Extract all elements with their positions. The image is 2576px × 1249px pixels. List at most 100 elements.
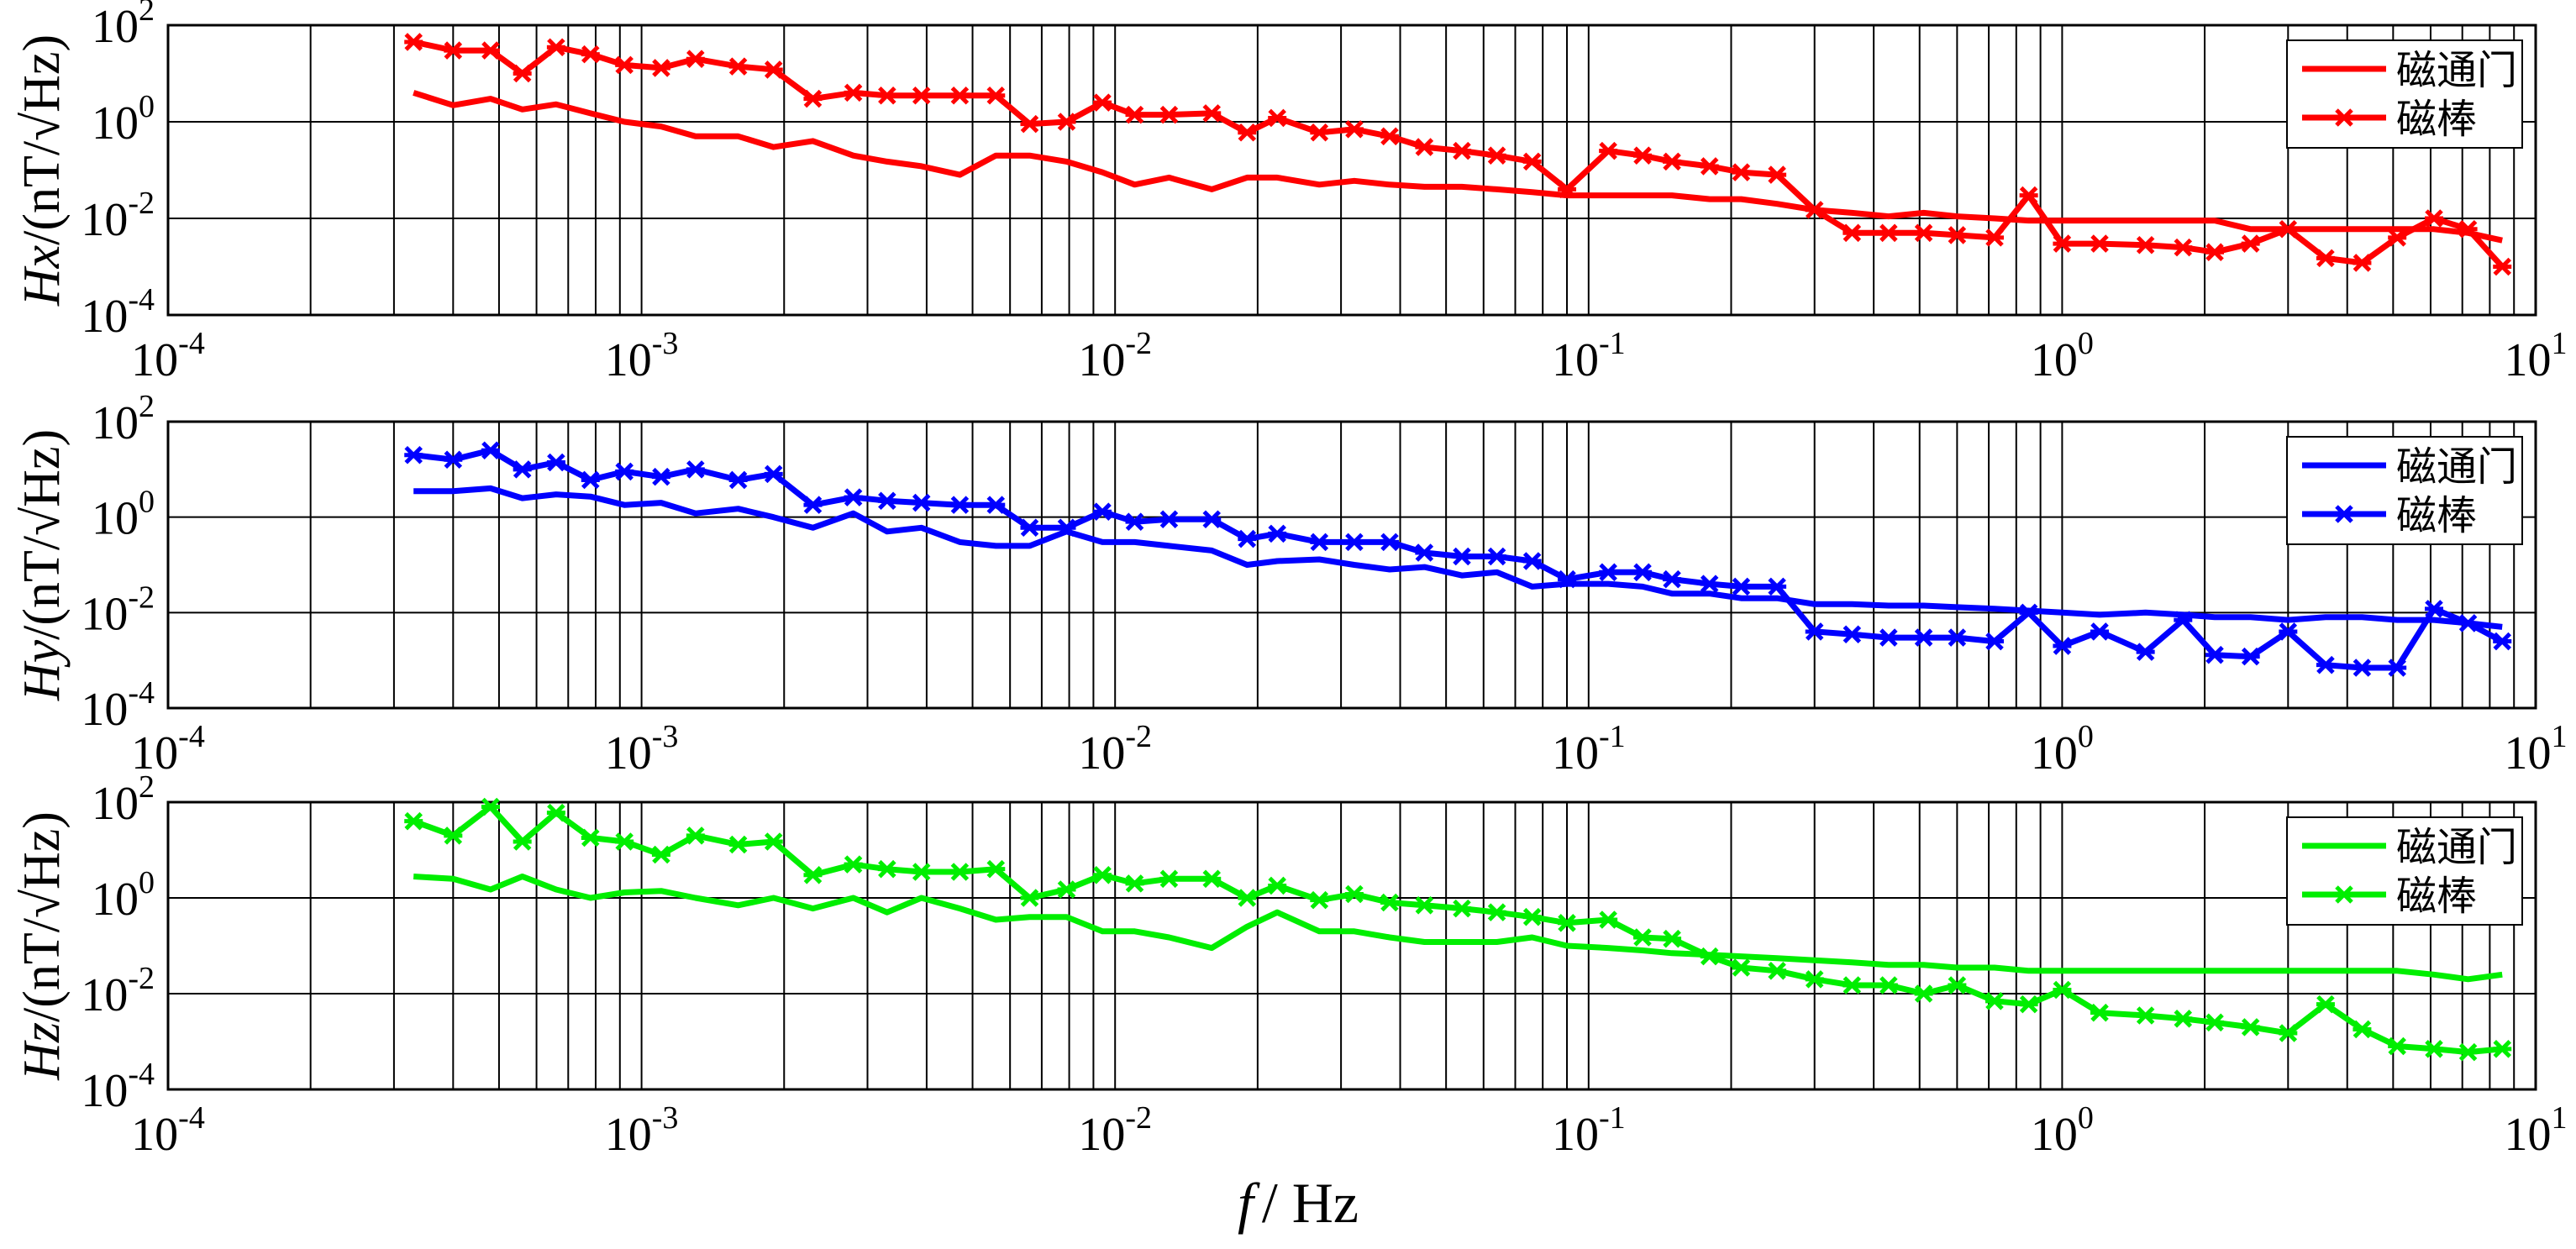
y-tick-base: 10 [92, 1, 139, 53]
y-tick-base: 10 [81, 684, 128, 736]
y-tick-label: 10-2 [81, 961, 155, 1021]
data-point [2458, 1042, 2478, 1062]
data-point [2425, 209, 2444, 228]
y-tick-exp: 2 [139, 0, 155, 28]
y-tick-label: 10-4 [81, 675, 155, 736]
legend-item: 磁通门 [2302, 445, 2517, 490]
y-tick-base: 10 [81, 588, 128, 640]
data-point [481, 441, 500, 459]
panel-hz: 10-4 10-3 10-2 10-1 100 10110-410-2100102Hz/(… [13, 769, 2568, 1161]
data-point [1768, 165, 1787, 184]
data-point [1985, 228, 2004, 247]
x-tick-base: 10 [1078, 334, 1125, 386]
x-tick-label: 100 [2031, 1100, 2094, 1161]
data-point [581, 45, 600, 64]
x-tick-exp: -2 [1125, 326, 1152, 361]
data-point [1985, 632, 2004, 651]
x-tick-base: 10 [131, 727, 178, 779]
data-point [615, 462, 634, 481]
data-point [2090, 622, 2110, 641]
data-point [1948, 226, 1967, 244]
data-point [803, 89, 823, 108]
data-point [1700, 575, 1719, 593]
data-point [1125, 512, 1144, 531]
data-point [1487, 146, 1506, 165]
data-point [1663, 152, 1682, 171]
data-point [444, 41, 463, 60]
data-point [2388, 228, 2407, 247]
x-tick-exp: 1 [2552, 1100, 2568, 1136]
x-tick-exp: -1 [1599, 1100, 1626, 1136]
y-axis-label: Hy/(nT/√Hz) [13, 429, 71, 701]
x-tick-exp: 1 [2552, 326, 2568, 361]
y-tick-base: 10 [92, 778, 139, 830]
x-tick-base: 10 [2505, 1109, 2552, 1161]
data-point [2493, 257, 2512, 276]
data-point [1633, 928, 1653, 947]
y-tick-base: 10 [81, 969, 128, 1021]
x-axis-label-unit: / Hz [1262, 1171, 1359, 1235]
data-point [1452, 141, 1471, 160]
data-point [2279, 1024, 2298, 1042]
y-axis-label-unit: /(nT/√Hz) [13, 811, 71, 1022]
data-point [986, 496, 1006, 514]
x-tick-base: 10 [131, 1109, 178, 1161]
x-tick-label: 10-3 [605, 326, 679, 386]
y-tick-label: 100 [92, 485, 155, 545]
legend-item: 磁棒 [2302, 494, 2477, 538]
data-point [1159, 510, 1179, 529]
data-point [1057, 518, 1076, 538]
data-point [513, 460, 532, 479]
data-point [2136, 1006, 2155, 1025]
x-tick-exp: 0 [2078, 326, 2094, 361]
data-point [844, 83, 863, 102]
y-tick-base: 10 [81, 291, 128, 343]
legend-box [2286, 436, 2523, 545]
data-point [1599, 911, 1618, 929]
data-point [546, 803, 565, 822]
x-tick-label: 10-1 [1552, 1100, 1626, 1161]
panel-hy: 10-4 10-3 10-2 10-1 100 10110-410-2100102Hy/(… [13, 389, 2568, 779]
y-tick-label: 10-2 [81, 580, 155, 640]
panel-hx: 10-4 10-3 10-2 10-1 100 10110-410-2100102Hx/(… [13, 0, 2568, 386]
series-fluxgate [413, 485, 2503, 630]
data-point [1558, 569, 1577, 589]
x-tick-label: 101 [2505, 1100, 2568, 1161]
data-point [728, 470, 748, 490]
x-tick-exp: 0 [2078, 719, 2094, 754]
y-tick-exp: 0 [139, 865, 155, 900]
x-tick-exp: -3 [652, 326, 679, 361]
series-line [413, 90, 2503, 244]
data-point [1843, 223, 1862, 243]
data-point [1700, 947, 1719, 966]
legend-item: 磁通门 [2302, 49, 2517, 93]
data-point [2019, 994, 2038, 1014]
data-point [2205, 243, 2224, 261]
x-tick-base: 10 [2505, 727, 2552, 779]
x-tick-exp: -4 [178, 719, 205, 754]
y-tick-exp: 2 [139, 389, 155, 424]
data-point [2353, 1020, 2372, 1039]
data-point [2241, 1018, 2260, 1036]
data-point [1700, 157, 1719, 176]
y-tick-label: 102 [92, 769, 155, 830]
data-point [912, 863, 931, 881]
data-point [1020, 518, 1039, 538]
legend-label: 磁通门 [2396, 445, 2517, 490]
data-point [844, 855, 863, 874]
x-tick-exp: -4 [178, 1100, 205, 1136]
x-tick-label: 10-3 [605, 719, 679, 779]
data-point [2316, 994, 2335, 1014]
data-point [1633, 146, 1653, 165]
data-point [1415, 896, 1434, 915]
data-point [1202, 869, 1222, 889]
x-tick-base: 10 [1552, 727, 1599, 779]
data-point [481, 797, 500, 816]
series-fluxgate [413, 90, 2503, 244]
data-point [1020, 889, 1039, 907]
data-point [1380, 533, 1399, 552]
data-point [877, 491, 896, 510]
data-point [1663, 929, 1682, 948]
